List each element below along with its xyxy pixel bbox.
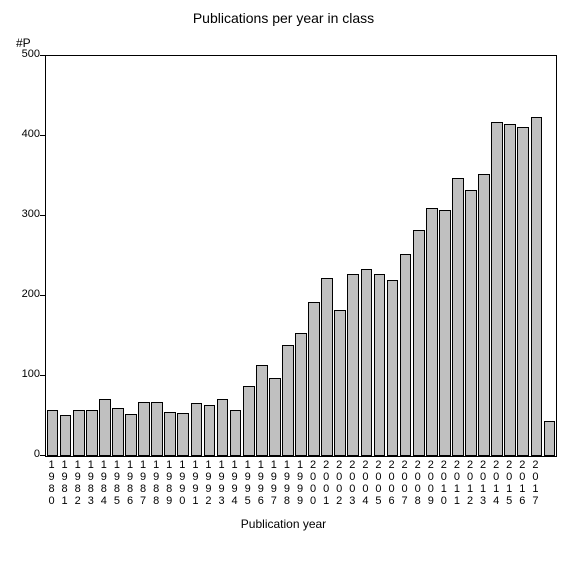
xtick-label: 2013	[477, 459, 489, 507]
bar	[125, 414, 137, 456]
bar	[478, 174, 490, 456]
bar	[217, 399, 229, 456]
xtick-label: 2011	[451, 459, 463, 507]
xtick-label: 1983	[85, 459, 97, 507]
bar	[517, 127, 529, 456]
ytick-label: 0	[10, 448, 40, 460]
bar	[47, 410, 59, 456]
ytick-label: 200	[10, 288, 40, 300]
xtick-label: 2012	[464, 459, 476, 507]
bar	[374, 274, 386, 456]
bar	[60, 415, 72, 456]
chart-title: Publications per year in class	[0, 10, 567, 26]
xtick-label: 2016	[516, 459, 528, 507]
bar	[361, 269, 373, 456]
ytick-mark	[40, 135, 45, 136]
xtick-label: 2017	[529, 459, 541, 507]
bar	[491, 122, 503, 456]
xtick-label: 1981	[59, 459, 71, 507]
xtick-label: 1985	[111, 459, 123, 507]
xtick-label: 2003	[346, 459, 358, 507]
bar	[164, 412, 176, 456]
bar	[531, 117, 543, 456]
bar	[138, 402, 150, 456]
ytick-mark	[40, 55, 45, 56]
bar	[452, 178, 464, 456]
bar	[99, 399, 111, 456]
xtick-label: 2009	[425, 459, 437, 507]
bar	[413, 230, 425, 456]
xtick-label: 2004	[359, 459, 371, 507]
xtick-label: 2010	[438, 459, 450, 507]
xtick-label: 2005	[372, 459, 384, 507]
xtick-label: 2000	[307, 459, 319, 507]
xtick-label: 2006	[386, 459, 398, 507]
xtick-label: 2001	[320, 459, 332, 507]
ytick-label: 500	[10, 48, 40, 60]
bar	[243, 386, 255, 456]
xtick-label: 1997	[268, 459, 280, 507]
xtick-label: 1987	[137, 459, 149, 507]
xtick-label: 1999	[294, 459, 306, 507]
bar	[269, 378, 281, 456]
xtick-label: 1993	[216, 459, 228, 507]
bar	[544, 421, 556, 456]
xtick-label: 1992	[202, 459, 214, 507]
xtick-label: 1995	[242, 459, 254, 507]
ytick-label: 300	[10, 208, 40, 220]
bar	[400, 254, 412, 456]
bar	[204, 405, 216, 456]
plot-area	[45, 55, 557, 457]
xtick-label: 1986	[124, 459, 136, 507]
bar	[295, 333, 307, 456]
xtick-label: 2002	[333, 459, 345, 507]
bar	[282, 345, 294, 456]
xtick-label: 1994	[229, 459, 241, 507]
bar	[230, 410, 242, 456]
xtick-label: 2015	[503, 459, 515, 507]
bar	[387, 280, 399, 456]
chart-container: Publications per year in class #P Public…	[0, 0, 567, 567]
bar	[504, 124, 516, 456]
ytick-mark	[40, 375, 45, 376]
ytick-mark	[40, 295, 45, 296]
bar	[112, 408, 124, 456]
ytick-mark	[40, 455, 45, 456]
ytick-label: 400	[10, 128, 40, 140]
bar	[256, 365, 268, 456]
bar	[439, 210, 451, 456]
bar	[308, 302, 320, 456]
xtick-label: 1998	[281, 459, 293, 507]
xtick-label: 1996	[255, 459, 267, 507]
bar	[465, 190, 477, 456]
xtick-label: 1991	[189, 459, 201, 507]
xtick-label: 1990	[176, 459, 188, 507]
ytick-label: 100	[10, 368, 40, 380]
ytick-mark	[40, 215, 45, 216]
bar	[151, 402, 163, 456]
x-axis-label: Publication year	[0, 517, 567, 531]
bar	[347, 274, 359, 456]
xtick-label: 1982	[72, 459, 84, 507]
xtick-label: 2007	[399, 459, 411, 507]
xtick-label: 1989	[163, 459, 175, 507]
bar	[177, 413, 189, 456]
bar	[73, 410, 85, 456]
xtick-label: 1984	[98, 459, 110, 507]
bar	[334, 310, 346, 456]
xtick-label: 2008	[412, 459, 424, 507]
bar	[321, 278, 333, 456]
bar	[191, 403, 203, 456]
bar	[86, 410, 98, 456]
xtick-label: 1980	[46, 459, 58, 507]
xtick-label: 2014	[490, 459, 502, 507]
xtick-label: 1988	[150, 459, 162, 507]
bar	[426, 208, 438, 456]
